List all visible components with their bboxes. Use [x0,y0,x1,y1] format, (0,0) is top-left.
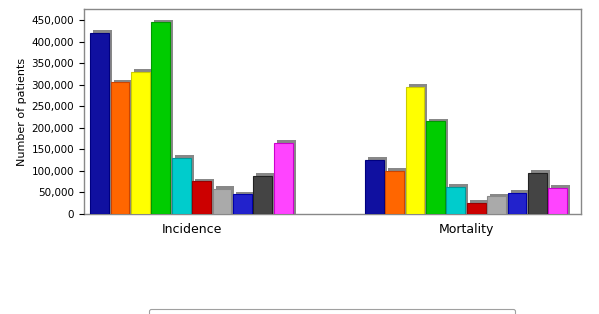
Bar [470,200,489,214]
Legend: Breast, Prostate, NSCLC, Colorectal, Lymphoma, Melanoma, Ovarian, Brain, Pancrea: Breast, Prostate, NSCLC, Colorectal, Lym… [149,309,516,314]
Bar [111,83,129,214]
Bar [195,179,214,214]
Bar [385,171,404,214]
Bar [131,72,150,214]
Y-axis label: Number of patients: Number of patients [17,57,28,165]
Bar [216,186,234,214]
Bar [507,193,527,214]
Bar [277,140,296,214]
Bar [531,170,550,214]
Bar [409,84,427,214]
Bar [175,155,193,214]
Bar [365,160,383,214]
Bar [429,119,448,214]
Bar [274,143,293,214]
Bar [253,176,273,214]
Bar [233,194,252,214]
Bar [552,185,570,214]
Bar [487,196,506,214]
Bar [490,194,509,214]
Bar [90,33,109,214]
Bar [467,203,486,214]
Bar [406,87,424,214]
Bar [114,80,132,214]
Bar [172,158,190,214]
Bar [192,181,211,214]
Bar [446,187,465,214]
Bar [93,30,112,214]
Bar [368,157,386,214]
Bar [134,69,153,214]
Bar [236,192,255,214]
Bar [388,168,407,214]
Bar [549,188,567,214]
Bar [528,173,547,214]
Bar [213,189,231,214]
Bar [256,173,275,214]
Bar [155,20,173,214]
Bar [152,22,170,214]
Bar [449,184,468,214]
Bar [510,190,530,214]
Bar [426,121,445,214]
